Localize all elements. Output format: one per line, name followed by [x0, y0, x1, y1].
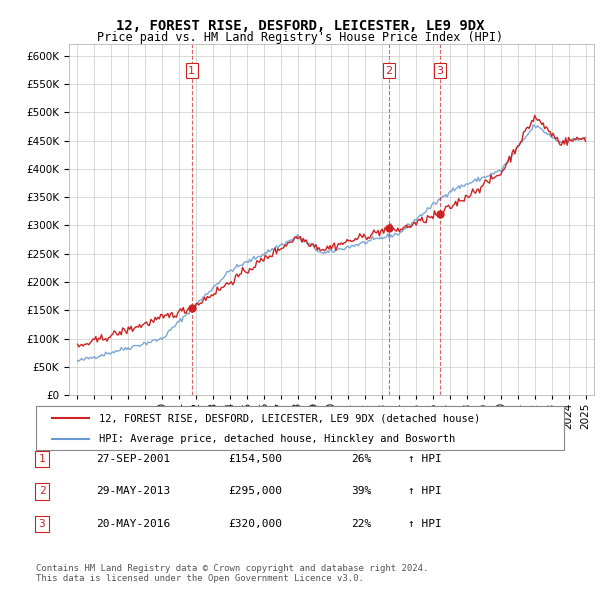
Text: 2: 2: [386, 65, 392, 76]
Text: HPI: Average price, detached house, Hinckley and Bosworth: HPI: Average price, detached house, Hinc…: [100, 434, 455, 444]
Text: £154,500: £154,500: [228, 454, 282, 464]
Text: ↑ HPI: ↑ HPI: [408, 519, 442, 529]
Text: 39%: 39%: [351, 487, 371, 496]
Text: ↑ HPI: ↑ HPI: [408, 487, 442, 496]
Text: 1: 1: [188, 65, 195, 76]
Text: 29-MAY-2013: 29-MAY-2013: [96, 487, 170, 496]
Text: £320,000: £320,000: [228, 519, 282, 529]
Text: £295,000: £295,000: [228, 487, 282, 496]
Text: 12, FOREST RISE, DESFORD, LEICESTER, LE9 9DX (detached house): 12, FOREST RISE, DESFORD, LEICESTER, LE9…: [100, 414, 481, 423]
Text: Price paid vs. HM Land Registry's House Price Index (HPI): Price paid vs. HM Land Registry's House …: [97, 31, 503, 44]
Text: ↑ HPI: ↑ HPI: [408, 454, 442, 464]
Text: 3: 3: [38, 519, 46, 529]
Text: 12, FOREST RISE, DESFORD, LEICESTER, LE9 9DX: 12, FOREST RISE, DESFORD, LEICESTER, LE9…: [116, 19, 484, 33]
Text: 1: 1: [38, 454, 46, 464]
Text: Contains HM Land Registry data © Crown copyright and database right 2024.
This d: Contains HM Land Registry data © Crown c…: [36, 563, 428, 583]
Text: 3: 3: [436, 65, 443, 76]
FancyBboxPatch shape: [36, 406, 564, 450]
Text: 27-SEP-2001: 27-SEP-2001: [96, 454, 170, 464]
Text: 2: 2: [38, 487, 46, 496]
Text: 26%: 26%: [351, 454, 371, 464]
Text: 22%: 22%: [351, 519, 371, 529]
Text: 20-MAY-2016: 20-MAY-2016: [96, 519, 170, 529]
